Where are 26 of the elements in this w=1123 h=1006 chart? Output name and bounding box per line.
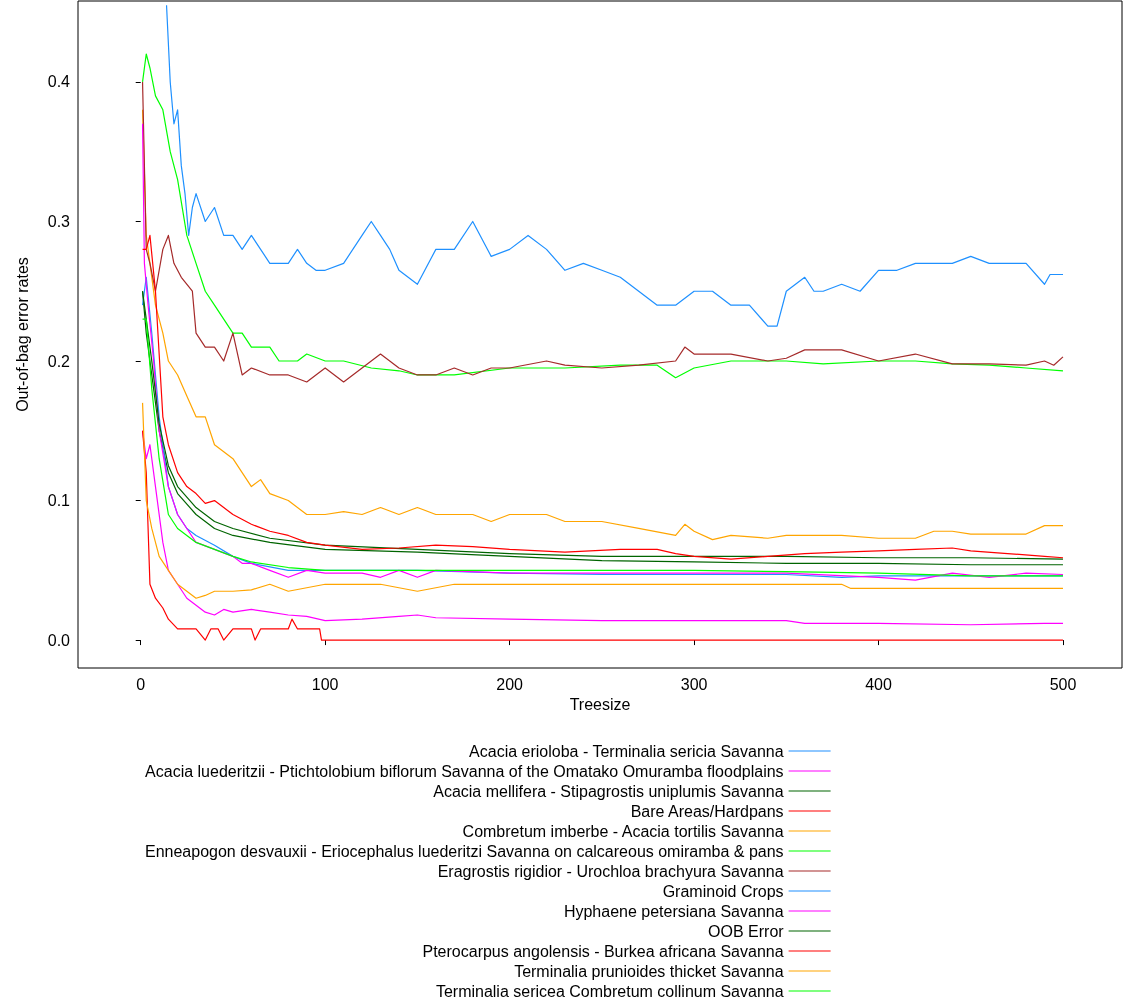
y-tick-label: 0.3	[47, 212, 71, 230]
y-tick-label: 0.2	[47, 352, 71, 370]
y-tick-label: 0.4	[47, 73, 71, 91]
y-tick-label: 0.1	[47, 492, 71, 510]
legend-label: Eragrostis rigidior - Urochloa brachyura Savanna	[437, 862, 784, 880]
x-tick-label: 200	[496, 675, 524, 693]
legend-label: Acacia mellifera - Stipagrostis uniplumis Savanna	[433, 782, 784, 800]
x-tick-label: 500	[1049, 675, 1077, 693]
legend-label: Acacia luederitzii - Ptichtolobium biflorum Savanna of the Omatako Omuramba floodplains	[145, 762, 784, 780]
x-tick-label: 0	[136, 675, 146, 693]
legend-label: Bare Areas/Hardpans	[630, 802, 784, 820]
legend-label: Acacia erioloba - Terminalia sericia Savanna	[469, 742, 784, 760]
legend-label: Graminoid Crops	[662, 882, 784, 900]
legend-label: Combretum imberbe - Acacia tortilis Savanna	[462, 822, 784, 840]
y-tick-label: 0.0	[47, 631, 71, 649]
y-axis-title: Out-of-bag error rates	[13, 257, 31, 412]
x-tick-label: 100	[311, 675, 339, 693]
legend-label: Enneapogon desvauxii - Eriocephalus luederitzi Savanna on calcareous omiramba & pans	[145, 842, 784, 860]
legend-label: Terminalia prunioides thicket Savanna	[514, 962, 784, 980]
legend-label: Terminalia sericea Combretum collinum Savanna	[435, 982, 784, 1000]
x-tick-label: 400	[865, 675, 892, 693]
legend-label: OOB Error	[708, 922, 785, 940]
legend-label: Pterocarpus angolensis - Burkea africana Savanna	[422, 942, 784, 960]
legend-label: Hyphaene petersiana Savanna	[563, 902, 784, 920]
x-tick-label: 300	[680, 675, 708, 693]
x-axis-title: Treesize	[569, 696, 631, 714]
